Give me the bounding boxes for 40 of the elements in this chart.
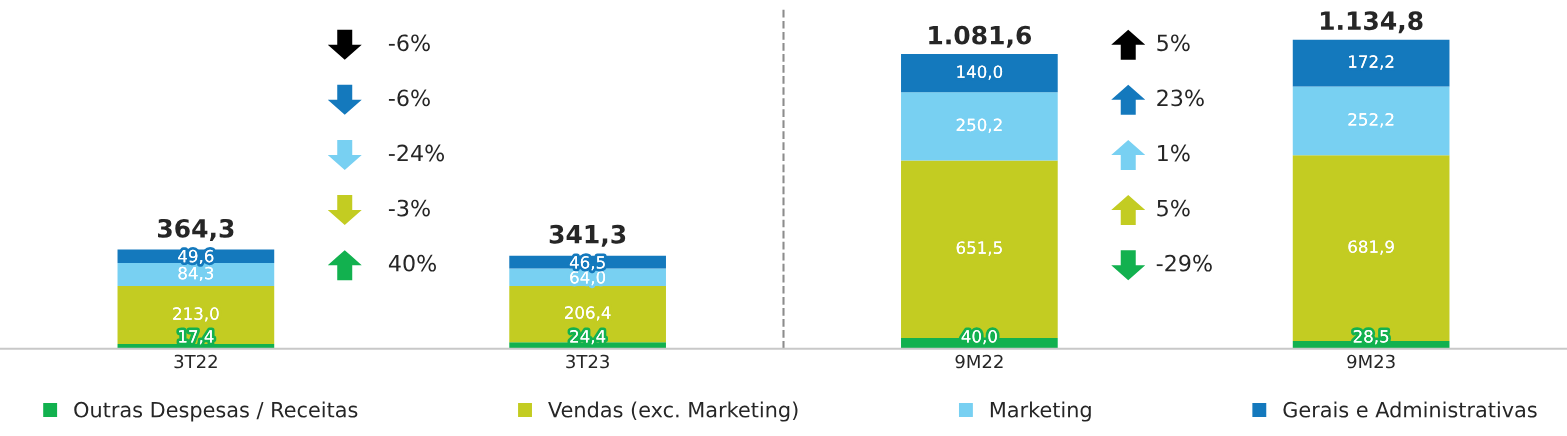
legend-label: Outras Despesas / Receitas (74, 401, 358, 422)
bar (1292, 86, 1450, 156)
annotation: 5% (1157, 199, 1190, 217)
legend-label: Marketing (990, 401, 1091, 422)
annotation: 5% (1157, 34, 1190, 52)
data-label: 651,5 (956, 241, 1002, 256)
annotation: -6% (388, 89, 430, 107)
annotation: -24% (388, 144, 445, 162)
x-tick-label: 3T23 (566, 354, 609, 369)
data-label: 17,4 (179, 330, 214, 345)
annotation: 23% (1157, 89, 1204, 107)
data-label: 84,3 (178, 266, 214, 282)
data-label: 49,6 (178, 249, 214, 265)
data-label: 681,9 (1348, 240, 1394, 255)
x-tick-label: 9M23 (1347, 354, 1395, 369)
annotation: 1% (1158, 144, 1190, 162)
total-label: 364,3 (158, 218, 234, 242)
data-label: 46,5 (569, 256, 605, 271)
total-label: 1.134,8 (1320, 11, 1423, 34)
data-label: 40,0 (961, 330, 997, 345)
x-tick-label: 3T22 (174, 354, 217, 369)
data-label: 24,4 (570, 330, 606, 345)
data-label: 252,2 (1348, 113, 1394, 128)
annotation: -6% (388, 34, 430, 52)
data-label: 64,0 (570, 271, 606, 286)
x-tick-label: 9M22 (955, 354, 1003, 369)
data-label: 140,0 (957, 65, 1003, 80)
annotation: -29% (1156, 254, 1212, 272)
legend-label: Gerais e Administrativas (1283, 401, 1537, 418)
total-label: 341,3 (549, 224, 626, 247)
annotation: 40% (388, 254, 436, 272)
bar (1292, 39, 1450, 87)
total-label: 1.081,6 (929, 25, 1032, 48)
data-label: 172,2 (1349, 55, 1394, 70)
bar (901, 92, 1058, 161)
annotation: -3% (388, 199, 430, 217)
legend-label: Vendas (exc. Marketing) (548, 401, 798, 422)
data-label: 250,2 (956, 118, 1002, 133)
data-label: 213,0 (173, 307, 219, 322)
data-label: 206,4 (564, 306, 611, 321)
